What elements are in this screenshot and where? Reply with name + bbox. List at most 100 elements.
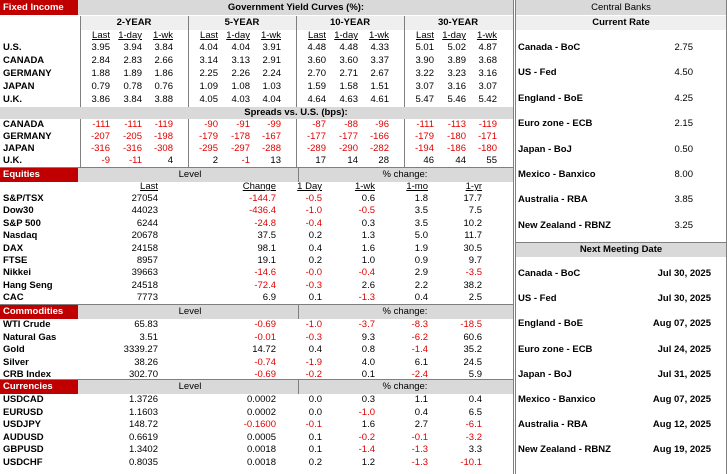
column-header: 1-day xyxy=(118,30,142,41)
yield-value: 3.23 xyxy=(447,68,467,79)
column-header: Last xyxy=(416,30,434,41)
bank-name: Canada - BoC xyxy=(518,268,581,279)
market-value: 0.3 xyxy=(361,217,375,229)
column-header: 1-day xyxy=(334,30,358,41)
yield-value: 4.33 xyxy=(370,42,390,53)
market-value: -24.8 xyxy=(254,217,276,229)
section-title: Equities xyxy=(3,169,40,180)
yield-value: 4.04 xyxy=(262,94,282,105)
bank-name: England - BoE xyxy=(518,318,583,330)
market-value: 35.2 xyxy=(463,344,483,355)
yield-value: -289 xyxy=(306,143,326,154)
yield-value: 2.25 xyxy=(199,68,219,79)
market-value: 302.70 xyxy=(128,369,158,380)
market-value: 1.2 xyxy=(361,457,375,468)
yield-value: -282 xyxy=(369,143,389,154)
market-value: 9.7 xyxy=(468,255,482,266)
row-label: USDCHF xyxy=(3,457,43,468)
market-value: 0.0018 xyxy=(246,457,276,468)
market-value: 0.3 xyxy=(361,394,375,405)
policy-rate: 3.85 xyxy=(674,194,694,206)
divider xyxy=(298,305,299,319)
market-value: 0.0 xyxy=(308,406,322,418)
tenor-header: 30-YEAR xyxy=(437,17,479,28)
column-header: 1-wk xyxy=(260,30,281,41)
market-value: -1.3 xyxy=(411,457,428,468)
market-value: 27054 xyxy=(131,193,158,204)
section-tag xyxy=(0,305,78,319)
market-value: -72.4 xyxy=(254,279,276,291)
yield-value: -316 xyxy=(90,143,110,154)
panel-subtitle: Current Rate xyxy=(592,17,650,28)
yield-value: 2.24 xyxy=(262,68,282,79)
bank-name: Canada - BoC xyxy=(518,42,581,53)
market-value: 0.6619 xyxy=(128,431,158,443)
yield-value: 3.60 xyxy=(307,55,327,66)
market-value: -0.74 xyxy=(254,356,276,368)
column-header: Change xyxy=(242,181,276,192)
market-value: 0.2 xyxy=(308,230,322,242)
yield-value: 1.58 xyxy=(339,81,359,92)
header-band xyxy=(0,305,513,319)
yield-value: -207 xyxy=(90,131,110,142)
divider xyxy=(298,168,299,182)
policy-rate: 2.15 xyxy=(674,118,694,130)
market-value: -0.5 xyxy=(358,205,375,217)
section-tag xyxy=(0,380,78,394)
yield-value: -198 xyxy=(153,131,173,142)
market-value: 2.6 xyxy=(361,279,375,291)
yield-value: 3.84 xyxy=(154,42,174,53)
market-value: 2.2 xyxy=(414,279,428,291)
meeting-date: Jul 30, 2025 xyxy=(657,268,711,279)
market-value: -0.0 xyxy=(305,267,322,279)
policy-rate: 4.50 xyxy=(674,67,694,79)
market-value: 6.1 xyxy=(414,356,428,368)
row-label: GERMANY xyxy=(3,131,52,142)
column-header: Last xyxy=(92,30,110,41)
market-value: 8957 xyxy=(136,255,158,266)
column-header: 1-yr xyxy=(465,181,482,192)
yield-value: 1.08 xyxy=(231,81,251,92)
yield-value: -288 xyxy=(261,143,281,154)
yield-value: -177 xyxy=(306,131,326,142)
row-label: CANADA xyxy=(3,119,45,130)
column-header: 1-day xyxy=(226,30,250,41)
market-value: 7773 xyxy=(136,292,158,304)
row-label: JAPAN xyxy=(3,81,35,92)
yield-value: 3.07 xyxy=(478,81,498,92)
header-band xyxy=(516,243,726,257)
yield-value: 4.03 xyxy=(231,94,251,105)
tenor-header: 5-YEAR xyxy=(224,17,260,28)
column-header: Last xyxy=(140,181,158,192)
market-value: 1.3 xyxy=(361,230,375,242)
yield-value: -113 xyxy=(447,119,466,130)
yield-value: -119 xyxy=(154,119,173,130)
bank-name: Australia - RBA xyxy=(518,419,588,431)
market-value: -0.4 xyxy=(305,217,322,229)
meeting-date: Aug 07, 2025 xyxy=(652,318,711,330)
market-value: 0.4 xyxy=(308,242,322,254)
yield-value: -111 xyxy=(416,119,434,130)
yield-value: 5.47 xyxy=(415,94,435,105)
yield-value: 2.67 xyxy=(370,68,390,79)
row-label: EURUSD xyxy=(3,406,44,418)
yield-value: -119 xyxy=(478,119,497,130)
yield-value: -178 xyxy=(230,131,250,142)
yield-value: -88 xyxy=(344,119,358,130)
row-label: CAC xyxy=(3,292,24,304)
market-value: 98.1 xyxy=(257,242,277,254)
market-value: 1.6 xyxy=(361,419,375,431)
market-value: -6.1 xyxy=(465,419,482,431)
yield-value: 4.64 xyxy=(307,94,327,105)
market-value: 20678 xyxy=(131,230,158,242)
divider xyxy=(0,167,513,168)
column-header: 1-mo xyxy=(406,181,428,192)
market-value: 0.9 xyxy=(414,255,428,266)
yield-value: 1.51 xyxy=(370,81,390,92)
yield-value: -87 xyxy=(312,119,326,130)
section-tag xyxy=(0,168,78,182)
tenor-header: 2-YEAR xyxy=(116,17,152,28)
row-label: WTI Crude xyxy=(3,319,51,330)
header-band xyxy=(516,0,726,15)
